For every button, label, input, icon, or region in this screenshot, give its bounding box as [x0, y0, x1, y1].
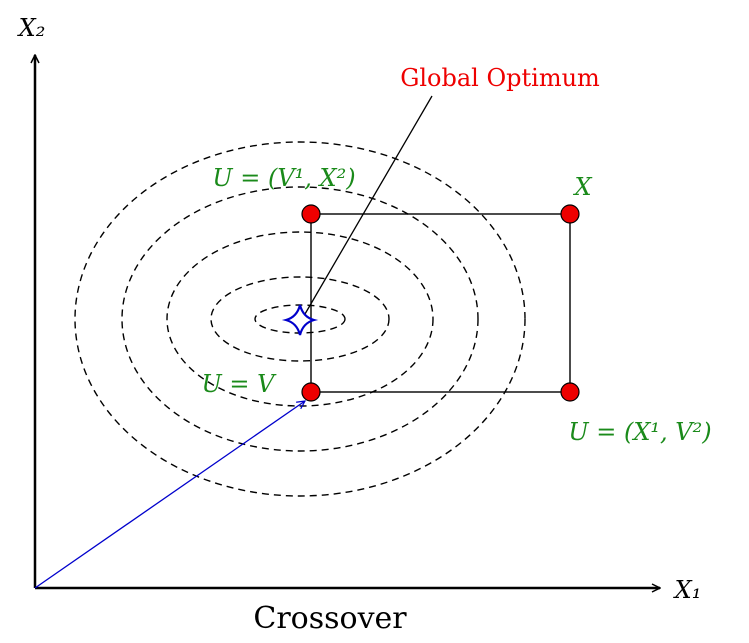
annotation: Global Optimum [400, 64, 600, 92]
contours [74, 141, 526, 497]
points [301, 204, 580, 402]
point-label: U = (V¹, X²) [212, 164, 355, 192]
point-label: U = V [202, 370, 278, 398]
vector-arrow [34, 401, 305, 589]
point-label: X [572, 173, 592, 201]
y-label: X₂ [17, 14, 46, 42]
optimum-star [281, 304, 319, 336]
caption: Crossover [253, 601, 407, 636]
crossover-box [310, 213, 571, 393]
x-label: X₁ [673, 576, 702, 604]
pointer-line [304, 95, 433, 315]
point-label: U = (X¹, V²) [568, 418, 711, 446]
